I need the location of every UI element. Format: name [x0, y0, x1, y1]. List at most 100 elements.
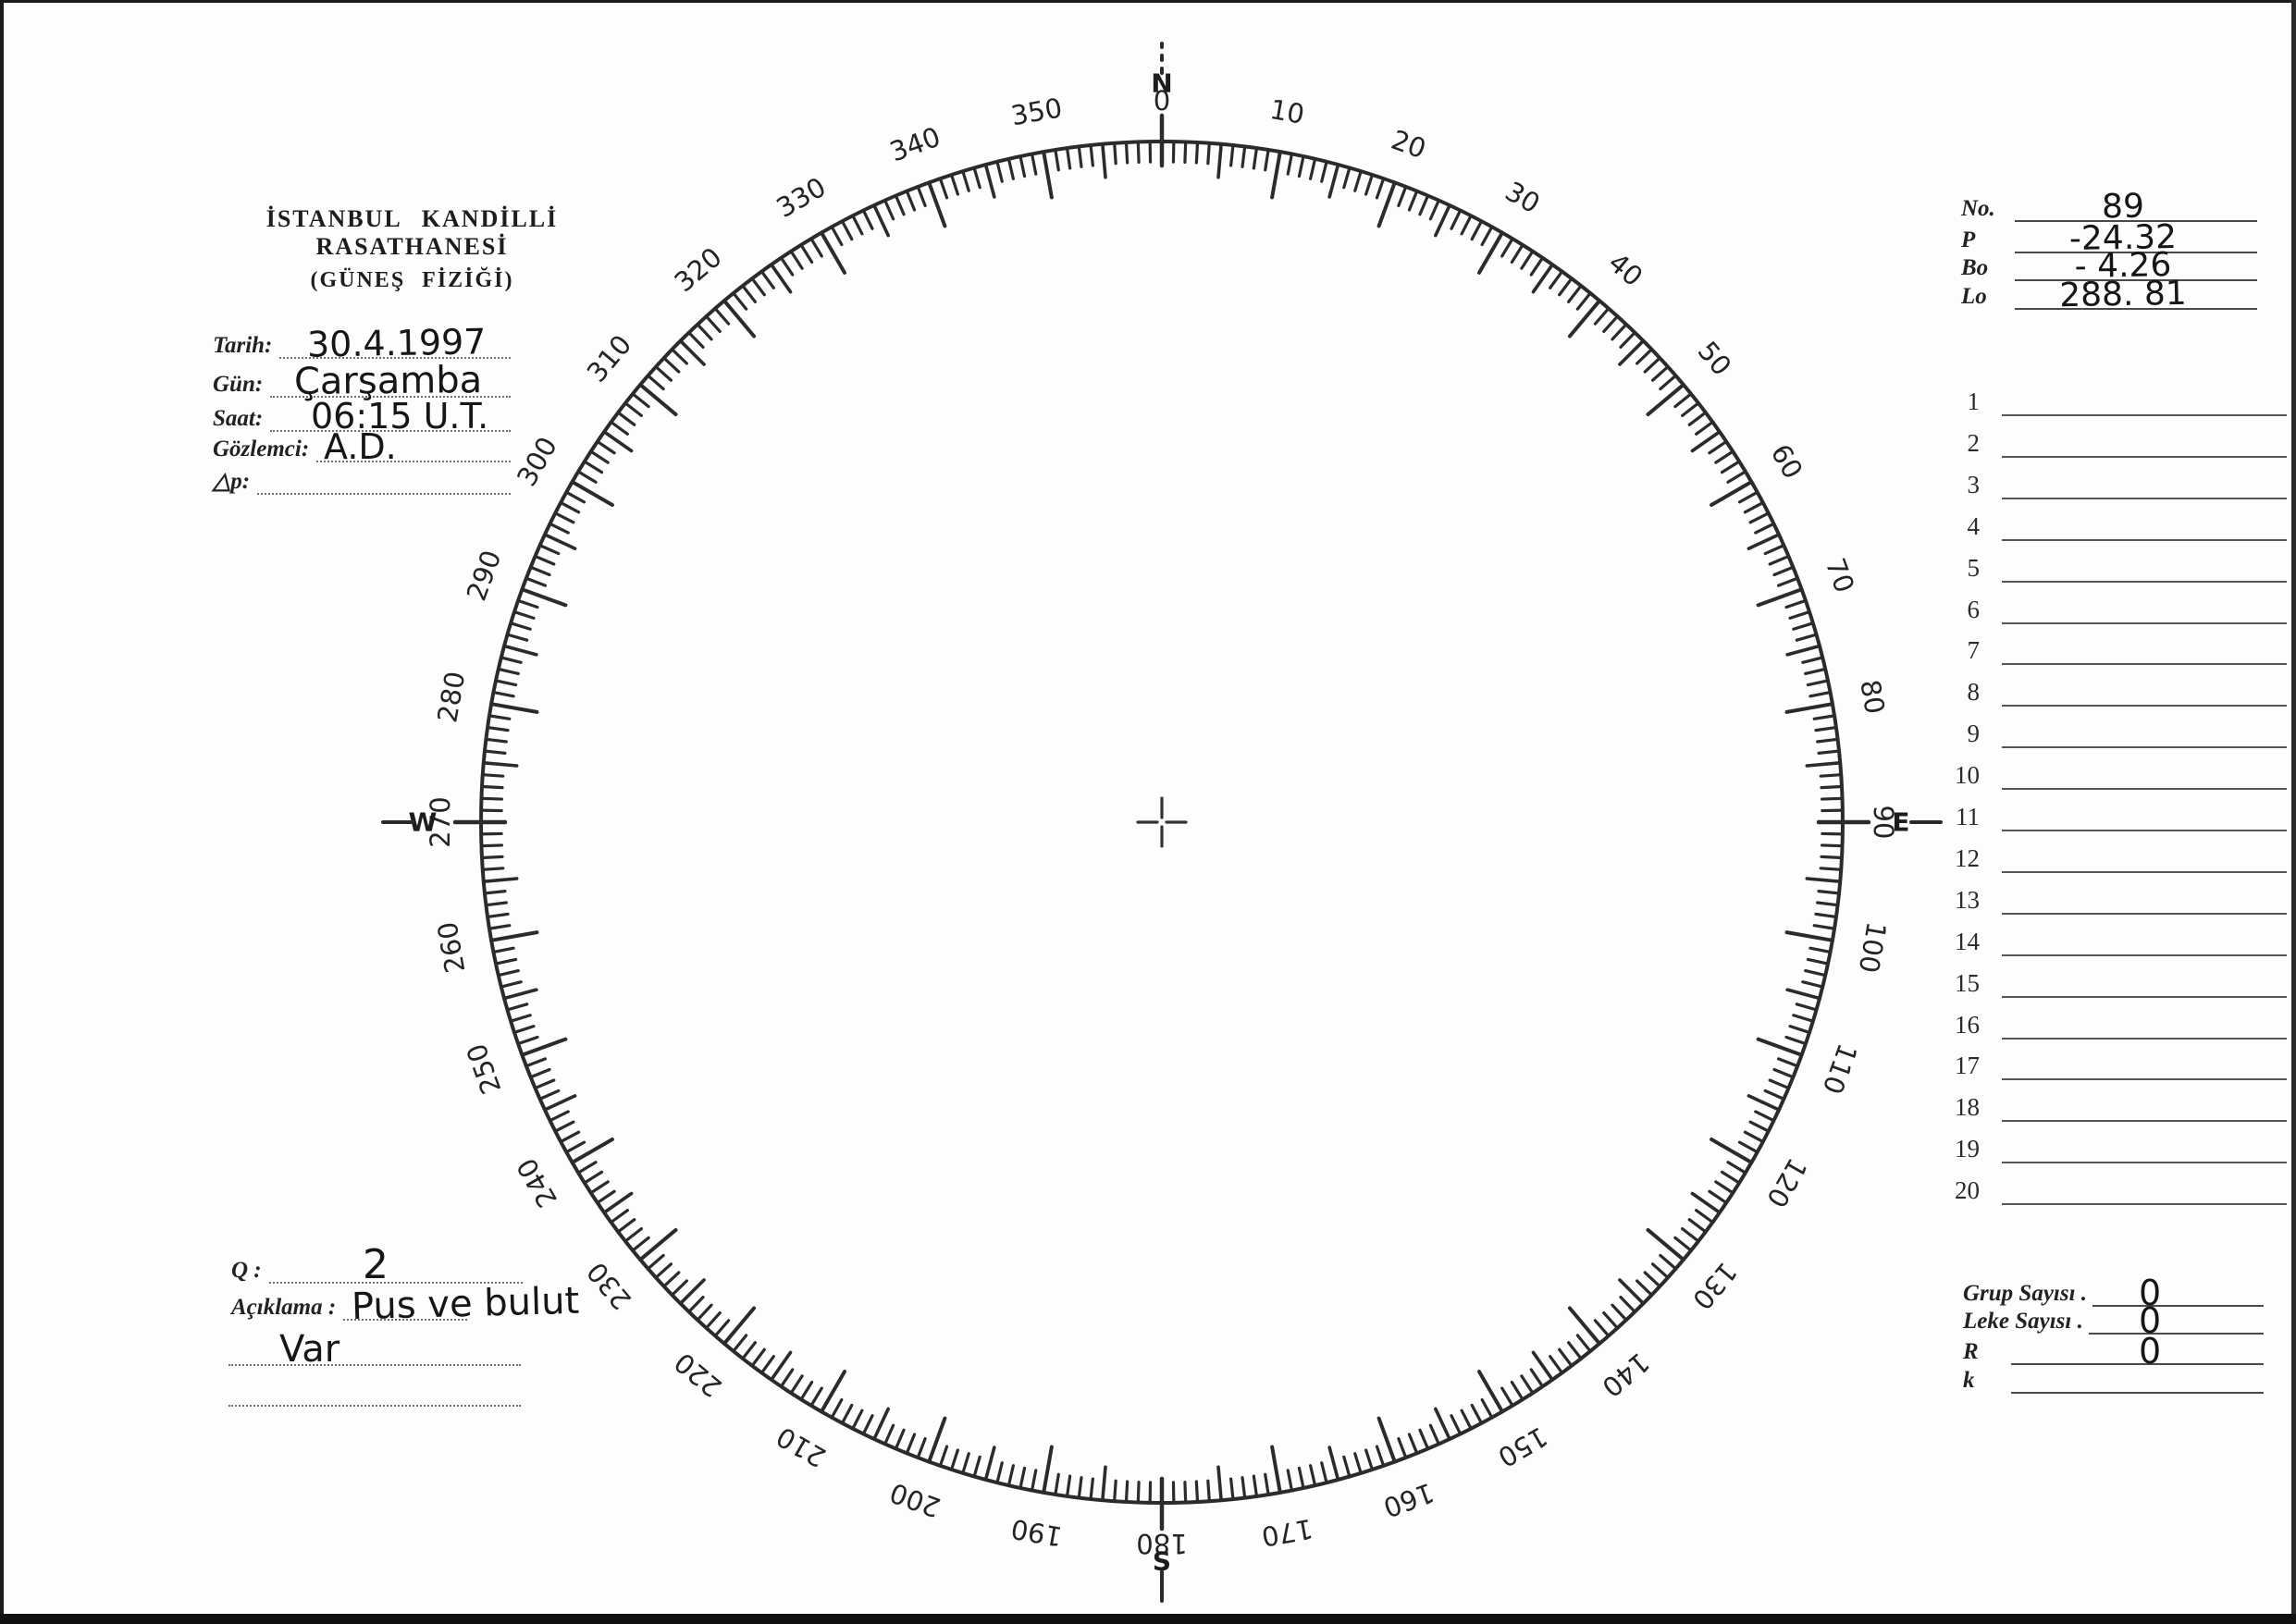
- measurement-row-19: 19: [1943, 1130, 2287, 1164]
- quality-line: [268, 1282, 523, 1284]
- dial-degree-label-80: 80: [1854, 677, 1891, 716]
- ephemeris-label: Lo: [1961, 284, 1987, 309]
- obs-row-p: △p:: [213, 460, 511, 495]
- summary-rule: [2011, 1363, 2264, 1365]
- row-number: 20: [1955, 1176, 1980, 1205]
- measurement-row-9: 9: [1943, 715, 2287, 749]
- obs-row-saat: Saat: 06:15 U.T.: [213, 396, 511, 437]
- row-number: 6: [1967, 595, 1981, 623]
- form-title: İSTANBUL KANDİLLİ RASATHANESİ (GÜNEŞ FİZ…: [202, 205, 623, 293]
- row-rule: [2002, 414, 2287, 416]
- dial-degree-label-60: 60: [1765, 439, 1809, 485]
- dial-degree-label-120: 120: [1760, 1153, 1813, 1213]
- row-rule: [2002, 580, 2287, 583]
- field-rule: [270, 430, 511, 432]
- measurement-row-18: 18: [1943, 1089, 2287, 1123]
- ephemeris-label: No.: [1961, 196, 1995, 221]
- field-value-handwritten: A.D.: [324, 426, 397, 467]
- remarks-row: Açıklama : Pus ve bulut: [231, 1280, 580, 1328]
- field-label: Gün:: [213, 372, 264, 397]
- row-number: 2: [1967, 428, 1981, 457]
- dial-degree-label-320: 320: [668, 241, 727, 299]
- measurement-row-10: 10: [1943, 757, 2287, 791]
- ephemeris-rule: [2015, 220, 2257, 222]
- row-rule: [2002, 1120, 2287, 1123]
- dial-degree-label-210: 210: [772, 1421, 832, 1473]
- remarks-label: Açıklama :: [231, 1295, 337, 1320]
- measurement-row-8: 8: [1943, 673, 2287, 707]
- field-label: Tarih:: [213, 333, 273, 358]
- row-rule: [2002, 497, 2287, 499]
- row-rule: [2002, 1203, 2287, 1206]
- dial-degree-label-330: 330: [772, 171, 832, 224]
- ephemeris-label: Bo: [1961, 255, 1989, 280]
- measurement-row-12: 12: [1943, 840, 2287, 873]
- field-rule: [279, 357, 511, 359]
- dial-degree-label-10: 10: [1267, 93, 1306, 130]
- measurement-row-3: 3: [1943, 466, 2287, 499]
- dial-degree-label-280: 280: [431, 669, 471, 724]
- row-number: 12: [1955, 843, 1980, 872]
- row-number: 16: [1955, 1010, 1980, 1039]
- dial-degree-label-190: 190: [1008, 1513, 1064, 1553]
- row-rule: [2002, 870, 2287, 873]
- ephemeris-row-p: P -24.32: [1961, 218, 2257, 258]
- row-number: 18: [1955, 1093, 1980, 1122]
- dial-degree-label-110: 110: [1817, 1040, 1864, 1099]
- row-rule: [2002, 746, 2287, 749]
- summary-label: k: [1963, 1368, 1975, 1393]
- remarks-line: [343, 1319, 467, 1321]
- row-number: 7: [1967, 636, 1981, 665]
- dial-ticks: [452, 113, 1871, 1532]
- row-rule: [2002, 705, 2287, 707]
- remarks-line-2: [228, 1364, 521, 1366]
- obs-row-gzlemci: Gözlemci: A.D.: [213, 426, 511, 467]
- dial-degree-label-310: 310: [581, 328, 638, 388]
- field-label: Gözlemci:: [213, 437, 310, 461]
- dial-degree-label-270: 270: [425, 796, 456, 847]
- row-number: 17: [1955, 1052, 1980, 1080]
- dial-degree-label-0: 0: [1154, 85, 1170, 117]
- dial-degree-label-300: 300: [511, 432, 563, 492]
- measurement-row-20: 20: [1943, 1172, 2287, 1206]
- cardinal-letter-N: N: [1151, 68, 1172, 99]
- summary-rule: [2088, 1333, 2264, 1335]
- measurement-row-4: 4: [1943, 508, 2287, 541]
- row-number: 3: [1967, 470, 1981, 498]
- scan-edge-right: [2291, 0, 2296, 1618]
- ephemeris-rule: [2015, 252, 2257, 253]
- row-number: 9: [1967, 720, 1981, 748]
- measurement-row-11: 11: [1943, 798, 2287, 831]
- measurement-row-2: 2: [1943, 424, 2287, 458]
- row-number: 1: [1967, 388, 1981, 415]
- quality-label: Q :: [231, 1258, 262, 1283]
- dial-degree-label-40: 40: [1602, 247, 1648, 293]
- form-title-line2: (GÜNEŞ FİZİĞİ): [310, 268, 514, 292]
- quality-row: Q : 2: [231, 1245, 523, 1286]
- dial-degree-label-350: 350: [1008, 92, 1064, 131]
- dial-degree-label-180: 180: [1136, 1528, 1187, 1559]
- measurement-row-14: 14: [1943, 923, 2287, 956]
- row-rule: [2002, 1037, 2287, 1040]
- quality-value: 2: [363, 1241, 389, 1288]
- dial-degree-label-130: 130: [1686, 1256, 1744, 1315]
- field-value-handwritten: 06:15 U.T.: [311, 396, 489, 437]
- field-rule: [257, 493, 511, 495]
- dial-degree-label-70: 70: [1820, 554, 1861, 597]
- dial-degree-label-200: 200: [885, 1477, 944, 1524]
- scan-edge-left: [0, 0, 4, 1618]
- measurement-row-16: 16: [1943, 1006, 2287, 1040]
- measurement-row-13: 13: [1943, 881, 2287, 915]
- measurement-row-5: 5: [1943, 549, 2287, 583]
- remarks-value-line2: Var: [279, 1328, 340, 1371]
- row-number: 11: [1956, 803, 1980, 830]
- summary-label: Grup Sayısı .: [1963, 1281, 2088, 1306]
- summary-row-k: k: [1963, 1360, 2264, 1394]
- row-rule: [2002, 788, 2287, 791]
- scan-edge-top: [0, 0, 2296, 3]
- row-number: 13: [1955, 885, 1980, 914]
- dial-degree-label-170: 170: [1259, 1513, 1315, 1553]
- measurement-row-7: 7: [1943, 632, 2287, 666]
